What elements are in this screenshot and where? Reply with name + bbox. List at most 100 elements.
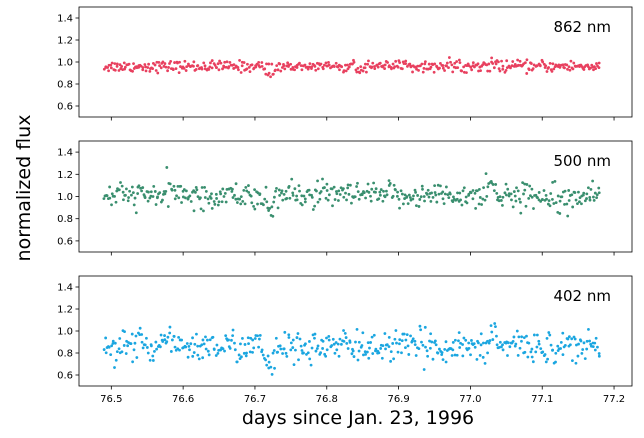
data-point: [113, 366, 116, 369]
data-point: [522, 336, 526, 340]
data-point: [480, 203, 483, 206]
data-point: [432, 70, 436, 74]
data-point: [491, 62, 495, 65]
data-point: [325, 189, 329, 192]
data-point: [141, 66, 145, 69]
data-point: [161, 198, 164, 202]
data-point: [416, 64, 420, 68]
data-point: [276, 206, 280, 210]
data-point: [168, 182, 172, 186]
data-point: [356, 181, 359, 185]
data-point: [443, 192, 447, 196]
data-point: [473, 191, 477, 195]
data-point: [220, 200, 224, 204]
data-point: [421, 343, 425, 347]
data-point: [263, 67, 267, 71]
data-point: [143, 63, 147, 66]
data-point: [534, 350, 538, 354]
data-point: [585, 197, 588, 200]
data-point: [597, 191, 601, 195]
data-point: [192, 351, 196, 354]
data-point: [587, 328, 590, 331]
data-point: [144, 69, 148, 73]
data-point: [568, 343, 572, 347]
data-point: [551, 180, 554, 184]
data-point: [461, 354, 465, 358]
data-point: [298, 61, 301, 65]
data-point: [423, 325, 427, 329]
data-point: [472, 342, 476, 346]
data-point: [356, 66, 360, 70]
data-point: [380, 356, 384, 360]
data-point: [531, 360, 535, 364]
data-point: [219, 192, 223, 196]
data-point: [385, 189, 388, 193]
data-point: [552, 202, 556, 205]
data-point: [131, 191, 135, 195]
data-point: [408, 196, 412, 199]
data-point: [232, 67, 236, 70]
data-point: [391, 194, 395, 198]
data-point: [309, 363, 313, 367]
data-point: [417, 68, 420, 72]
data-points: [102, 56, 601, 79]
data-point: [475, 189, 479, 193]
data-point: [515, 186, 518, 190]
data-point: [336, 342, 340, 346]
data-points: [102, 322, 601, 376]
data-point: [287, 336, 291, 339]
data-point: [289, 67, 293, 71]
data-point: [152, 184, 156, 188]
data-point: [323, 186, 326, 189]
y-tick-label: 0.8: [57, 80, 73, 91]
data-point: [427, 195, 431, 199]
data-point: [355, 70, 359, 74]
data-point: [594, 67, 597, 71]
data-point: [378, 193, 382, 197]
data-point: [144, 65, 148, 69]
data-point: [110, 61, 114, 65]
data-point: [196, 195, 200, 199]
data-point: [481, 197, 485, 201]
data-point: [544, 360, 548, 364]
data-point: [173, 345, 177, 349]
data-point: [530, 355, 534, 359]
data-point: [148, 358, 152, 362]
data-point: [531, 67, 535, 71]
data-point: [269, 75, 272, 79]
data-point: [443, 69, 446, 72]
data-point: [124, 193, 127, 197]
data-point: [321, 339, 325, 343]
data-point: [469, 191, 473, 195]
data-point: [181, 195, 185, 199]
data-point: [132, 348, 136, 352]
data-point: [369, 341, 372, 344]
data-point: [441, 66, 445, 70]
data-point: [240, 64, 244, 68]
data-point: [191, 336, 194, 340]
data-point: [167, 66, 170, 69]
data-point: [379, 188, 383, 191]
data-point: [354, 340, 357, 344]
data-point: [552, 67, 556, 71]
data-point: [173, 197, 177, 201]
data-point: [427, 62, 431, 66]
data-point: [239, 71, 243, 74]
data-point: [233, 348, 237, 352]
data-point: [297, 358, 300, 362]
data-point: [581, 348, 585, 351]
data-point: [557, 63, 561, 67]
data-point: [134, 211, 138, 215]
data-point: [127, 62, 131, 66]
data-point: [271, 72, 275, 76]
data-point: [327, 193, 331, 197]
data-point: [153, 190, 157, 193]
data-point: [253, 337, 257, 340]
data-point: [113, 341, 117, 345]
data-point: [182, 66, 186, 70]
data-point: [439, 61, 442, 65]
data-point: [131, 360, 135, 364]
x-tick-label: 76.5: [100, 394, 122, 405]
data-point: [133, 196, 137, 200]
data-point: [120, 350, 124, 354]
